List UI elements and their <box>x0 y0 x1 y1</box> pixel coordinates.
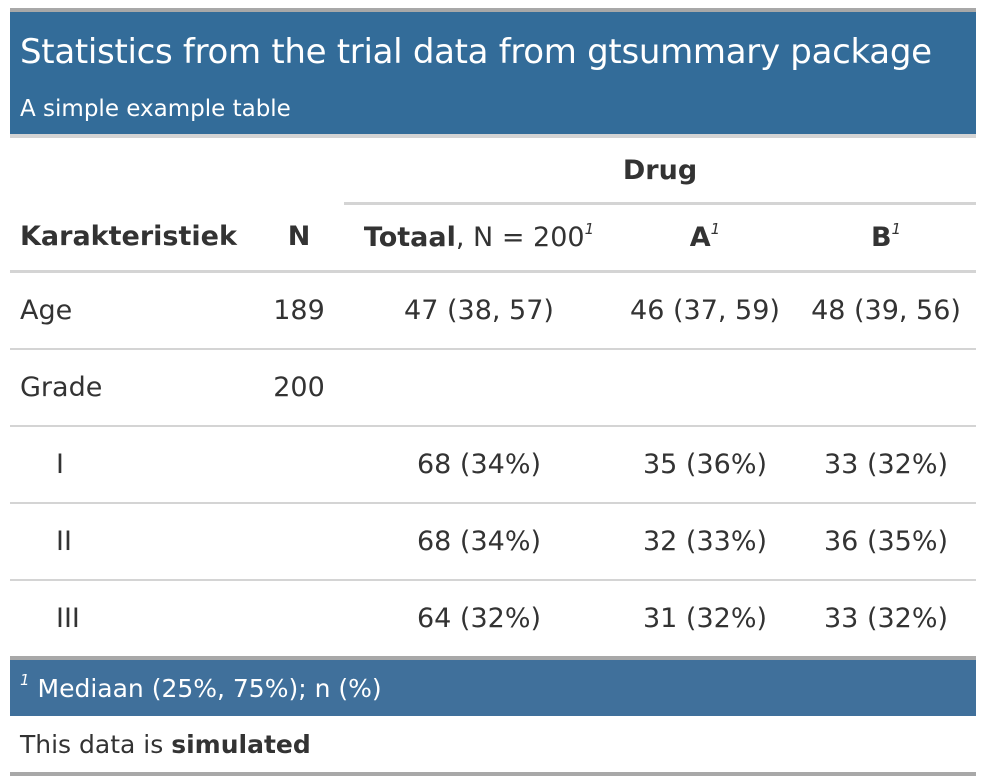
cell-a: 31 (32%) <box>614 580 796 660</box>
source-note-text: This data is simulated <box>20 730 311 759</box>
cell-total <box>344 349 614 427</box>
col-header-a-label: A <box>689 222 711 253</box>
summary-table: Drug Karakteristiek N Totaal, N = 2001 A… <box>10 138 977 660</box>
cell-n <box>254 580 344 660</box>
cell-b: 33 (32%) <box>796 426 977 504</box>
row-label: Grade <box>10 349 254 427</box>
row-label: II <box>10 503 254 581</box>
table-subtitle: A simple example table <box>20 96 291 122</box>
cell-b <box>796 349 977 427</box>
spanner-row: Drug <box>10 138 977 205</box>
row-label: III <box>10 580 254 660</box>
header-rule <box>10 134 976 138</box>
source-note-emphasis: simulated <box>171 730 311 759</box>
footnote-marker: 1 <box>584 220 595 238</box>
table-title: Statistics from the trial data from gtsu… <box>20 32 932 72</box>
col-header-total: Totaal, N = 2001 <box>344 203 614 273</box>
col-header-b: B1 <box>796 203 977 273</box>
column-header-row: Karakteristiek N Totaal, N = 2001 A1 B1 <box>10 203 977 273</box>
bottom-rule <box>10 772 976 776</box>
cell-n: 189 <box>254 271 344 350</box>
table-row: I 68 (34%) 35 (36%) 33 (32%) <box>10 426 977 504</box>
row-label: Age <box>10 271 254 350</box>
summary-table-container: Statistics from the trial data from gtsu… <box>10 8 977 776</box>
source-note-prefix: This data is <box>20 730 172 759</box>
cell-total: 64 (32%) <box>344 580 614 660</box>
cell-a: 46 (37, 59) <box>614 271 796 350</box>
cell-b: 36 (35%) <box>796 503 977 581</box>
cell-total: 47 (38, 57) <box>344 271 614 350</box>
table-footnote: 1 Mediaan (25%, 75%); n (%) <box>10 660 976 716</box>
table-row: III 64 (32%) 31 (32%) 33 (32%) <box>10 580 977 660</box>
col-header-b-label: B <box>870 222 892 253</box>
row-label: I <box>10 426 254 504</box>
col-header-total-bold: Totaal <box>363 222 456 253</box>
spanner-empty <box>254 138 344 204</box>
cell-b: 48 (39, 56) <box>796 271 977 350</box>
col-header-total-n: , N = 200 <box>455 222 585 253</box>
cell-a: 32 (33%) <box>614 503 796 581</box>
spanner-drug: Drug <box>344 138 977 205</box>
table-row: Age 189 47 (38, 57) 46 (37, 59) 48 (39, … <box>10 271 977 350</box>
footnote-marker: 1 <box>891 220 902 238</box>
cell-total: 68 (34%) <box>344 503 614 581</box>
top-rule <box>10 8 976 12</box>
cell-total: 68 (34%) <box>344 426 614 504</box>
spanner-empty <box>10 138 254 204</box>
footnote-text: 1 Mediaan (25%, 75%); n (%) <box>20 671 382 704</box>
col-header-characteristic: Karakteristiek <box>10 203 254 273</box>
col-header-n: N <box>254 203 344 273</box>
table-row: Grade 200 <box>10 349 977 427</box>
footnote-marker: 1 <box>710 220 721 238</box>
cell-b: 33 (32%) <box>796 580 977 660</box>
cell-n: 200 <box>254 349 344 427</box>
footnote-marker: 1 <box>20 671 30 689</box>
cell-a: 35 (36%) <box>614 426 796 504</box>
col-header-a: A1 <box>614 203 796 273</box>
footnote-label: Mediaan (25%, 75%); n (%) <box>29 674 382 703</box>
cell-n <box>254 503 344 581</box>
cell-n <box>254 426 344 504</box>
source-note: This data is simulated <box>10 716 976 772</box>
cell-a <box>614 349 796 427</box>
table-row: II 68 (34%) 32 (33%) 36 (35%) <box>10 503 977 581</box>
table-header: Statistics from the trial data from gtsu… <box>10 12 976 134</box>
